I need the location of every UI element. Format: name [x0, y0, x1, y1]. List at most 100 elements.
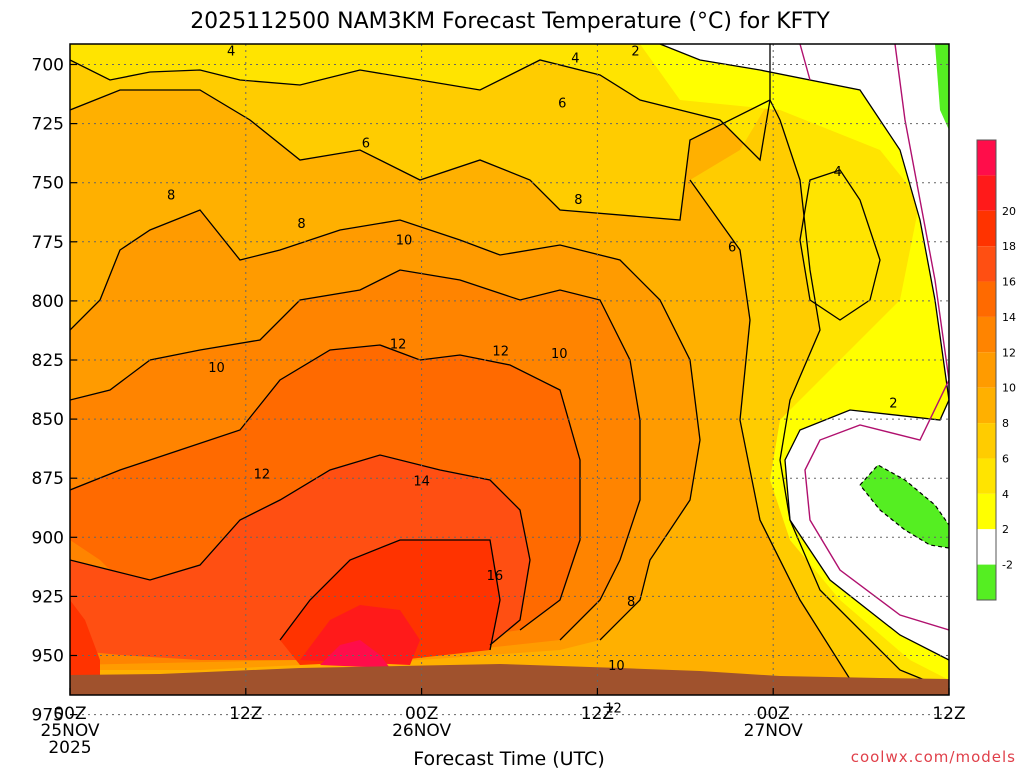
x-tick-label: 12Z [932, 704, 965, 724]
band-6c [70, 44, 770, 220]
y-tick-label: 725 [32, 115, 64, 135]
contour-4-right [769, 99, 949, 691]
contour-lines [70, 44, 949, 695]
contour-label: 14 [413, 475, 430, 490]
y-tick-labels: 700 725 750 775 800 825 850 875 900 925 950 975 [32, 56, 77, 726]
colorbar-label: 2 [1002, 523, 1009, 536]
colorbar-frame [976, 139, 997, 601]
contour-16 [279, 539, 501, 651]
colorbar-label: 10 [1002, 382, 1016, 395]
contour-6 [70, 89, 771, 221]
contour-8 [70, 209, 701, 641]
x-tick-label: 27NOV [744, 721, 803, 741]
y-tick-label: 700 [32, 56, 64, 76]
contour-label: 12 [254, 467, 271, 482]
contour-label: 8 [627, 595, 635, 610]
contour-label: 4 [834, 165, 842, 180]
contour-12 [70, 344, 581, 631]
contour-label: 10 [608, 659, 625, 674]
y-tick-label: 750 [32, 174, 64, 194]
contour-label: 6 [558, 96, 566, 111]
colorbar-swatch [977, 458, 996, 494]
y-tick-label: 875 [32, 469, 64, 489]
contour-label: 10 [396, 233, 413, 248]
contour-label: 2 [889, 397, 897, 412]
contour-labels: 4 4 2 6 6 4 8 8 8 6 10 10 10 12 12 2 12 14 16 8 10 12 [167, 44, 898, 716]
colorbar-label: 20 [1002, 205, 1016, 218]
colorbar-label: 6 [1002, 452, 1009, 465]
band-neg2c-top [935, 44, 949, 130]
colorbar-label: 4 [1002, 488, 1009, 501]
colorbar-swatch [977, 175, 996, 211]
band-18c [300, 605, 420, 665]
y-tick-label: 925 [32, 587, 64, 607]
colorbar-swatch [977, 387, 996, 424]
contour-label: 4 [571, 51, 579, 66]
grid-lines [70, 44, 949, 716]
colorbar-swatch [977, 316, 996, 353]
contour-label: 10 [208, 361, 225, 376]
band-4c [70, 44, 770, 160]
contour-10 [70, 269, 641, 641]
y-tick-label: 975 [32, 706, 64, 726]
colorbar-label: 18 [1002, 240, 1016, 253]
contour-14 [70, 454, 531, 646]
colorbar-swatch [977, 352, 996, 388]
plot-frame [69, 43, 950, 696]
colorbar-label: 8 [1002, 417, 1009, 430]
y-tick-label: 825 [32, 351, 64, 371]
credit-text: coolwx.com/models [851, 748, 1016, 766]
colorbar-swatch [977, 210, 996, 247]
contour-4 [70, 44, 771, 162]
colorbar-label: 16 [1002, 276, 1016, 289]
contour-label: 12 [492, 345, 509, 360]
x-tick-label: 12Z [581, 704, 614, 724]
contour-0-top [799, 44, 811, 81]
contour-label: 12 [390, 337, 407, 352]
terrain [70, 664, 949, 695]
chart-title: 2025112500 NAM3KM Forecast Temperature (… [190, 9, 830, 34]
band-20c [320, 640, 390, 668]
band-16c-left [70, 600, 100, 675]
x-tick-label: 2025 [48, 738, 91, 758]
y-tick-label: 950 [32, 647, 64, 667]
colorbar-swatch [977, 493, 996, 530]
y-tick-label: 800 [32, 292, 64, 312]
colorbar-swatch [977, 423, 996, 459]
contour-label: 12 [605, 702, 622, 717]
x-tick-label: 12Z [229, 704, 262, 724]
colorbar-label: -2 [1002, 559, 1013, 572]
colorbar-swatch [977, 246, 996, 282]
contour-label: 8 [167, 189, 175, 204]
contour-neg2 [859, 464, 949, 549]
contour-4-pocket [799, 169, 881, 321]
temperature-field [70, 44, 949, 695]
contour-label: 16 [487, 569, 504, 584]
colorbar-swatch [977, 140, 996, 176]
x-tick-label: 00Z [757, 704, 790, 724]
contour-label: 8 [297, 217, 305, 232]
x-tick-label: 00Z [405, 704, 438, 724]
contour-label: 6 [728, 241, 736, 256]
colorbar-swatch [977, 281, 996, 317]
colorbar-swatch [977, 564, 996, 600]
y-tick-label: 775 [32, 233, 64, 253]
colorbar-label: 12 [1002, 346, 1016, 359]
contour-label: 8 [574, 193, 582, 208]
x-axis-title: Forecast Time (UTC) [413, 748, 604, 768]
x-tick-label: 25NOV [40, 721, 99, 741]
colorbar-swatch [977, 529, 996, 565]
contour-label: 4 [227, 44, 235, 59]
x-tick-label: 26NOV [392, 721, 451, 741]
y-tick-label: 900 [32, 528, 64, 548]
y-tick-label: 850 [32, 410, 64, 430]
contour-label: 2 [631, 44, 639, 59]
contour-6-right [689, 179, 861, 695]
contour-label: 6 [362, 137, 370, 152]
contour-0 [804, 44, 949, 631]
colorbar-label: 14 [1002, 311, 1016, 324]
x-tick-label: 00Z [53, 704, 86, 724]
pocket-4c [800, 170, 880, 320]
